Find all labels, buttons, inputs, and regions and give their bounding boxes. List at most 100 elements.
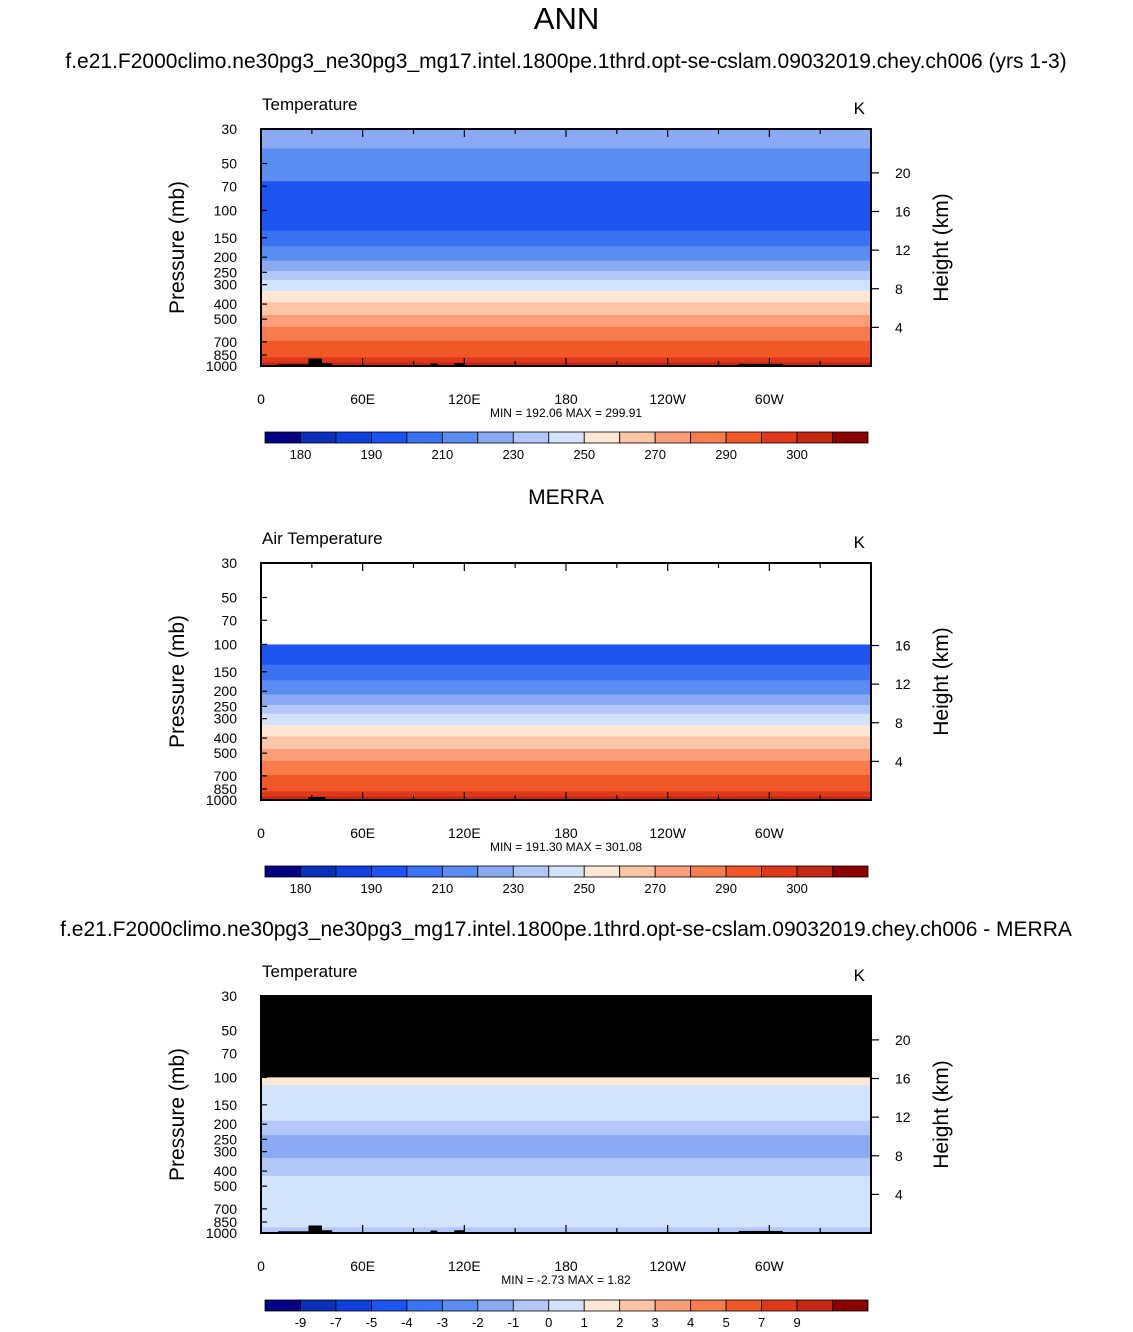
colorbar-swatch — [690, 865, 727, 878]
missing-data-area — [261, 996, 871, 1078]
colorbar-label: 7 — [758, 1315, 765, 1330]
longitude-tick-label: 180 — [554, 825, 578, 841]
longitude-tick-label: 0 — [257, 391, 265, 407]
colorbar-swatch — [690, 1299, 727, 1312]
plot-area — [261, 996, 871, 1233]
pressure-tick-label: 250 — [214, 264, 238, 280]
contour-band — [261, 1085, 871, 1122]
height-tick-label: 20 — [895, 1032, 911, 1048]
colorbar-swatch — [264, 1299, 301, 1312]
colorbar-swatch — [832, 1299, 869, 1312]
variable-label: Temperature — [262, 962, 357, 981]
colorbar: -9 -7 -5 -4 -3 -2 -1 0 1 2 3 4 5 7 9 — [264, 1299, 869, 1330]
colorbar-label: 300 — [786, 881, 808, 896]
contour-band — [261, 270, 871, 281]
colorbar-label: 1 — [581, 1315, 588, 1330]
height-tick-label: 4 — [895, 1186, 903, 1202]
stats-label: MIN = -2.73 MAX = 1.82 — [501, 1273, 631, 1287]
height-tick-label: 4 — [895, 319, 903, 335]
variable-label: Air Temperature — [262, 529, 383, 548]
pressure-tick-label: 200 — [214, 249, 238, 265]
longitude-tick-label: 60W — [755, 825, 785, 841]
colorbar-swatch — [441, 865, 479, 878]
y-axis-title: Pressure (mb) — [166, 181, 189, 314]
colorbar-swatch — [300, 431, 337, 444]
contour-band — [261, 260, 871, 272]
contour-band — [261, 1158, 871, 1177]
longitude-tick-label: 60E — [350, 391, 375, 407]
colorbar-swatch — [619, 431, 656, 444]
units-label: K — [854, 533, 866, 552]
terrain-block — [454, 363, 465, 366]
colorbar-swatch — [725, 431, 762, 444]
colorbar-swatch — [583, 865, 621, 878]
height-tick-label: 12 — [895, 676, 911, 692]
contour-band — [261, 694, 871, 706]
colorbar-swatch — [761, 431, 798, 444]
units-label: K — [854, 966, 866, 985]
plot-area — [261, 563, 871, 800]
longitude-tick-label: 60E — [350, 1258, 375, 1274]
panel-1: f.e21.F2000climo.ne30pg3_ne30pg3_mg17.in… — [65, 50, 1066, 462]
longitude-tick-label: 0 — [257, 1258, 265, 1274]
pressure-tick-label: 500 — [214, 1178, 238, 1194]
contour-band — [261, 644, 871, 666]
longitude-tick-label: 60W — [755, 1258, 785, 1274]
terrain-block — [738, 1230, 783, 1233]
colorbar-swatch — [548, 865, 585, 878]
colorbar-label: 190 — [361, 881, 383, 896]
colorbar-swatch — [441, 431, 479, 444]
colorbar-swatch — [335, 1299, 372, 1312]
colorbar-swatch — [477, 1299, 514, 1312]
pressure-tick-label: 300 — [214, 1144, 238, 1160]
pressure-tick-label: 1000 — [206, 1225, 237, 1241]
colorbar-swatch — [512, 865, 550, 878]
pressure-tick-label: 100 — [214, 202, 238, 218]
colorbar-label: -2 — [472, 1315, 484, 1330]
longitude-tick-label: 120W — [649, 391, 686, 407]
pressure-tick-label: 700 — [214, 768, 238, 784]
colorbar-swatch — [371, 865, 408, 878]
contour-band — [261, 713, 871, 726]
pressure-tick-label: 1000 — [206, 358, 237, 374]
colorbar-swatch — [548, 431, 585, 444]
colorbar-swatch — [796, 1299, 833, 1312]
terrain-block — [430, 363, 438, 366]
pressure-tick-label: 30 — [221, 121, 237, 137]
contour-band — [261, 1135, 871, 1159]
colorbar-swatch — [264, 431, 301, 444]
contour-band — [261, 326, 871, 342]
terrain-block — [322, 363, 333, 366]
contour-band — [261, 246, 871, 262]
height-tick-label: 16 — [895, 204, 911, 220]
panel-heading: MERRA — [528, 486, 604, 509]
pressure-tick-label: 50 — [221, 156, 237, 172]
colorbar-swatch — [619, 865, 656, 878]
colorbar: 180 190 210 230 250 270 290 300 — [264, 431, 869, 462]
longitude-tick-label: 120E — [448, 825, 481, 841]
pressure-tick-label: 150 — [214, 664, 238, 680]
contour-band — [261, 1120, 871, 1136]
colorbar-label: 270 — [644, 881, 666, 896]
colorbar-swatch — [264, 865, 301, 878]
colorbar-label: 9 — [793, 1315, 800, 1330]
pressure-tick-label: 250 — [214, 1131, 238, 1147]
colorbar-swatch — [796, 431, 833, 444]
y-axis-title: Pressure (mb) — [166, 1048, 189, 1181]
colorbar-label: -9 — [295, 1315, 307, 1330]
colorbar-label: 250 — [573, 447, 595, 462]
plot-area — [261, 129, 871, 366]
colorbar-swatch — [619, 1299, 656, 1312]
colorbar-swatch — [477, 865, 514, 878]
units-label: K — [854, 99, 866, 118]
pressure-tick-label: 700 — [214, 1201, 238, 1217]
pressure-tick-label: 300 — [214, 711, 238, 727]
colorbar-swatch — [725, 865, 762, 878]
pressure-tick-label: 850 — [214, 781, 238, 797]
colorbar-swatch — [832, 865, 869, 878]
colorbar-swatch — [371, 1299, 408, 1312]
longitude-tick-label: 180 — [554, 1258, 578, 1274]
terrain-block — [308, 796, 326, 800]
height-tick-label: 20 — [895, 165, 911, 181]
stats-label: MIN = 191.30 MAX = 301.08 — [490, 840, 642, 854]
